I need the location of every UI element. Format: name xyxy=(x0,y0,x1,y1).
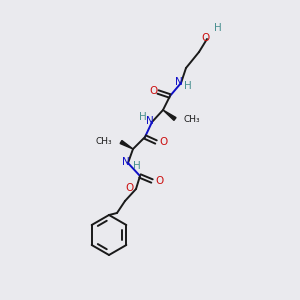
Text: H: H xyxy=(139,112,147,122)
Text: CH₃: CH₃ xyxy=(184,115,201,124)
Text: H: H xyxy=(214,23,222,33)
Text: O: O xyxy=(125,183,133,193)
Text: N: N xyxy=(122,157,130,167)
Text: O: O xyxy=(159,137,167,147)
Text: O: O xyxy=(201,33,209,43)
Text: H: H xyxy=(133,161,141,171)
Text: O: O xyxy=(155,176,163,186)
Polygon shape xyxy=(163,110,176,120)
Text: N: N xyxy=(175,77,183,87)
Text: H: H xyxy=(184,81,192,91)
Polygon shape xyxy=(120,140,133,149)
Text: O: O xyxy=(149,86,157,96)
Text: N: N xyxy=(146,116,154,126)
Text: CH₃: CH₃ xyxy=(95,136,112,146)
